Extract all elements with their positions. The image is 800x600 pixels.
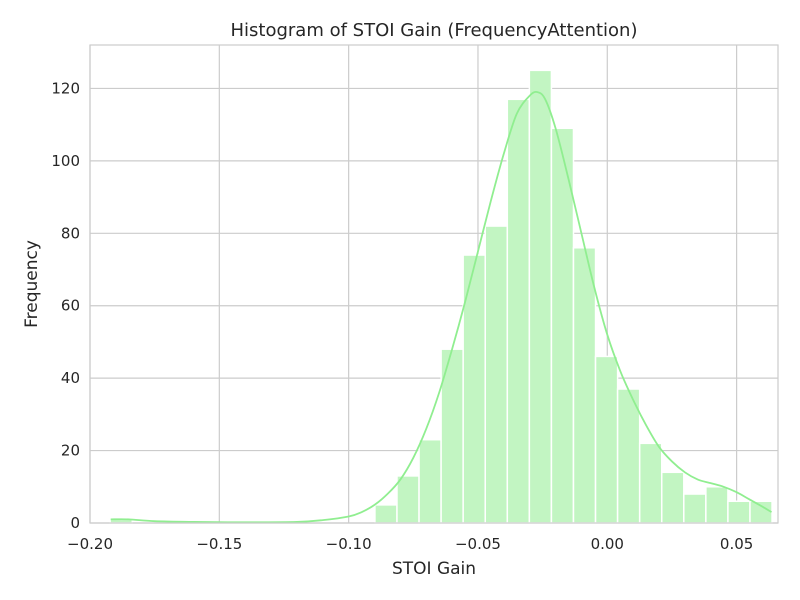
histogram-bar: [418, 438, 442, 524]
y-tick-label: 60: [61, 297, 80, 315]
histogram-bar: [705, 486, 729, 524]
y-tick-label: 120: [51, 79, 80, 97]
y-tick-label: 20: [61, 442, 80, 460]
histogram-bar: [506, 98, 531, 524]
histogram-bar: [528, 69, 553, 524]
histogram-bar: [484, 225, 509, 524]
x-tick-label: 0.00: [591, 535, 624, 553]
histogram-bar: [749, 500, 773, 524]
y-tick-label: 100: [51, 152, 80, 170]
chart-title: Histogram of STOI Gain (FrequencyAttenti…: [230, 20, 637, 41]
y-tick-label: 80: [61, 224, 80, 242]
histogram-bar: [727, 500, 751, 524]
bars-layer: [109, 69, 773, 524]
x-tick-label: −0.15: [196, 535, 242, 553]
histogram-bar: [660, 471, 685, 524]
histogram-bar: [594, 355, 619, 524]
y-axis-label: Frequency: [22, 240, 42, 328]
x-tick-label: −0.05: [455, 535, 501, 553]
y-tick-label: 40: [61, 369, 80, 387]
kde-curve: [110, 90, 772, 524]
y-tick-labels: 0 20 40 60 80 100 120: [51, 79, 80, 532]
histogram-bar: [683, 493, 707, 524]
x-axis-label: STOI Gain: [392, 559, 476, 579]
x-tick-label: −0.20: [67, 535, 113, 553]
histogram-bar: [638, 442, 663, 524]
histogram-bar: [572, 247, 597, 524]
histogram-bar: [374, 504, 398, 524]
x-tick-labels: −0.20 −0.15 −0.10 −0.05 0.00 0.05: [67, 535, 753, 553]
x-tick-label: −0.10: [326, 535, 372, 553]
histogram-bar: [616, 388, 641, 524]
plot-frame: [89, 44, 779, 524]
histogram-bar: [396, 475, 420, 524]
x-tick-label: 0.05: [720, 535, 753, 553]
grid-layer: [89, 45, 778, 524]
y-tick-label: 0: [70, 514, 80, 532]
